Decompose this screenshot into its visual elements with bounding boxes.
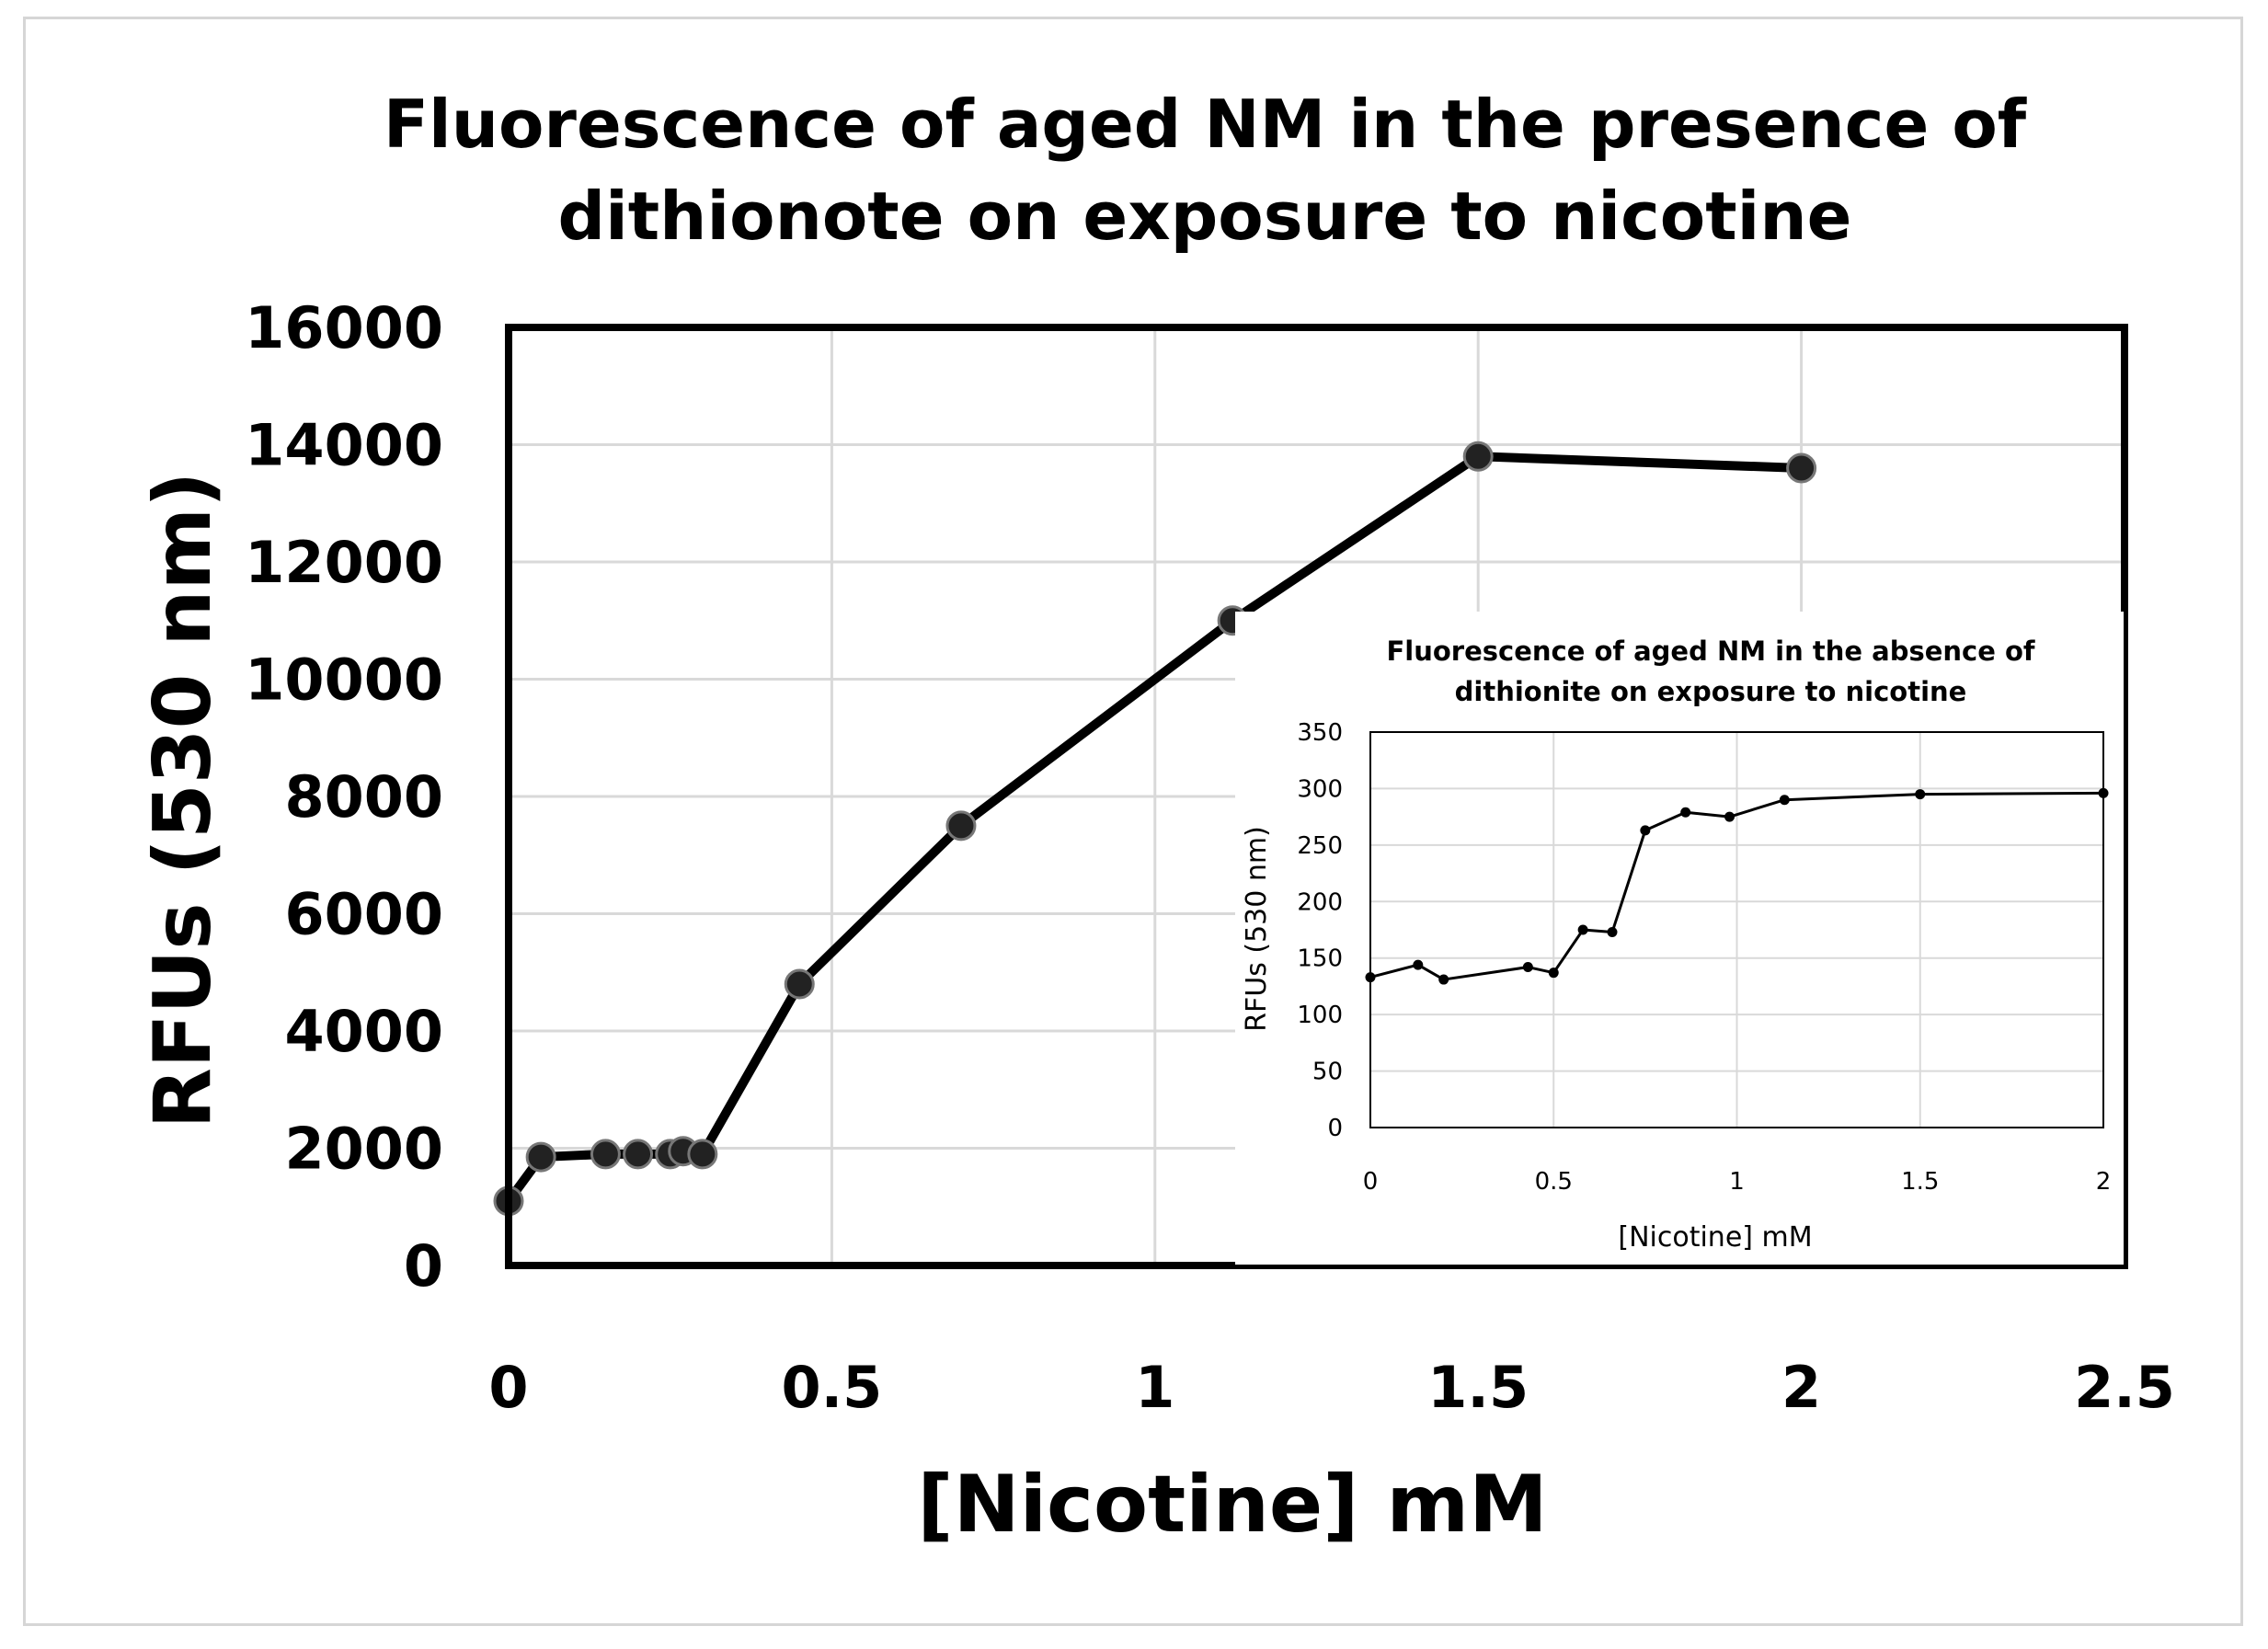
- inset-data-point: [2098, 787, 2109, 798]
- inset-data-point: [1413, 959, 1424, 970]
- main-x-tick-label: 2.5: [2074, 1354, 2175, 1421]
- main-y-tick-label: 0: [404, 1232, 443, 1300]
- main-data-point: [687, 1139, 718, 1170]
- inset-y-tick-label: 350: [1297, 719, 1343, 747]
- main-y-tick-label: 14000: [245, 412, 443, 479]
- inset-data-point: [1680, 807, 1691, 818]
- inset-data-point: [1548, 968, 1559, 979]
- main-y-tick-label: 12000: [245, 529, 443, 596]
- inset-y-tick-label: 100: [1297, 1002, 1343, 1029]
- main-y-tick-label: 4000: [284, 998, 443, 1065]
- inset-chart-title-line-2: dithionite on exposure to nicotine: [1455, 676, 1967, 707]
- main-data-point: [945, 810, 977, 842]
- main-y-tick-label: 2000: [284, 1116, 443, 1183]
- inset-y-tick-labels: 0 50 100 150 200 250 300 350: [1297, 719, 1343, 1142]
- main-x-tick-labels: 0 0.5 1 1.5 2 2.5: [488, 1354, 2174, 1421]
- inset-y-tick-label: 200: [1297, 888, 1343, 916]
- main-data-point: [1786, 452, 1817, 484]
- main-data-point: [1462, 441, 1494, 472]
- inset-x-axis-label: [Nicotine] mM: [1618, 1221, 1812, 1254]
- inset-data-point: [1522, 962, 1533, 973]
- main-chart-title-line-2: dithionote on exposure to nicotine: [558, 177, 1852, 255]
- main-y-tick-label: 6000: [284, 881, 443, 948]
- inset-y-tick-label: 250: [1297, 832, 1343, 860]
- main-x-tick-label: 0: [488, 1354, 528, 1421]
- main-data-point: [590, 1139, 621, 1170]
- inset-data-point: [1438, 974, 1449, 985]
- inset-y-tick-label: 150: [1297, 945, 1343, 973]
- inset-y-tick-label: 50: [1312, 1059, 1343, 1086]
- main-chart-title-line-1: Fluorescence of aged NM in the presence …: [384, 86, 2027, 163]
- inset-chart-title-line-1: Fluorescence of aged NM in the absence o…: [1386, 636, 2034, 667]
- inset-x-tick-labels: 0 0.5 1 1.5 2: [1363, 1168, 2112, 1196]
- main-x-tick-label: 1.5: [1427, 1354, 1529, 1421]
- main-y-axis-label: RFUs (530 nm): [137, 472, 229, 1129]
- inset-data-point: [1779, 795, 1790, 806]
- inset-x-tick-label: 2: [2096, 1168, 2112, 1196]
- inset-gridlines: [1370, 732, 2103, 1128]
- inset-data-point: [1607, 926, 1618, 937]
- main-x-axis-label: [Nicotine] mM: [917, 1459, 1547, 1551]
- inset-data-point: [1577, 924, 1588, 935]
- inset-series: [1365, 787, 2109, 985]
- main-y-tick-label: 16000: [245, 294, 443, 361]
- main-data-point: [623, 1139, 654, 1170]
- inset-y-tick-label: 300: [1297, 775, 1343, 803]
- main-x-tick-label: 0.5: [781, 1354, 882, 1421]
- main-x-tick-label: 1: [1135, 1354, 1174, 1421]
- figure-frame: [23, 17, 2243, 1626]
- inset-data-point: [1915, 789, 1926, 800]
- inset-x-tick-label: 0.5: [1535, 1168, 1573, 1196]
- inset-data-point: [1724, 811, 1735, 822]
- inset-plot-frame: [1369, 731, 2104, 1128]
- main-y-tick-labels: 0 2000 4000 6000 8000 10000 12000 14000 16000: [245, 294, 443, 1300]
- inset-background: [1235, 612, 2124, 1265]
- inset-x-tick-label: 0: [1363, 1168, 1379, 1196]
- main-x-tick-label: 2: [1781, 1354, 1821, 1421]
- inset-y-axis-label: RFUs (530 nm): [1241, 826, 1273, 1032]
- inset-data-point: [1640, 825, 1651, 836]
- inset-y-tick-label: 0: [1327, 1115, 1343, 1142]
- main-data-point: [525, 1141, 556, 1173]
- main-plot-frame: [505, 324, 2128, 1269]
- main-y-tick-label: 10000: [245, 647, 443, 714]
- main-y-tick-label: 8000: [284, 763, 443, 830]
- inset-data-point: [1365, 972, 1376, 983]
- inset-chart: Fluorescence of aged NM in the absence o…: [1235, 612, 2124, 1265]
- main-data-point: [784, 968, 815, 1000]
- inset-x-tick-label: 1.5: [1901, 1168, 1939, 1196]
- inset-x-tick-label: 1: [1729, 1168, 1745, 1196]
